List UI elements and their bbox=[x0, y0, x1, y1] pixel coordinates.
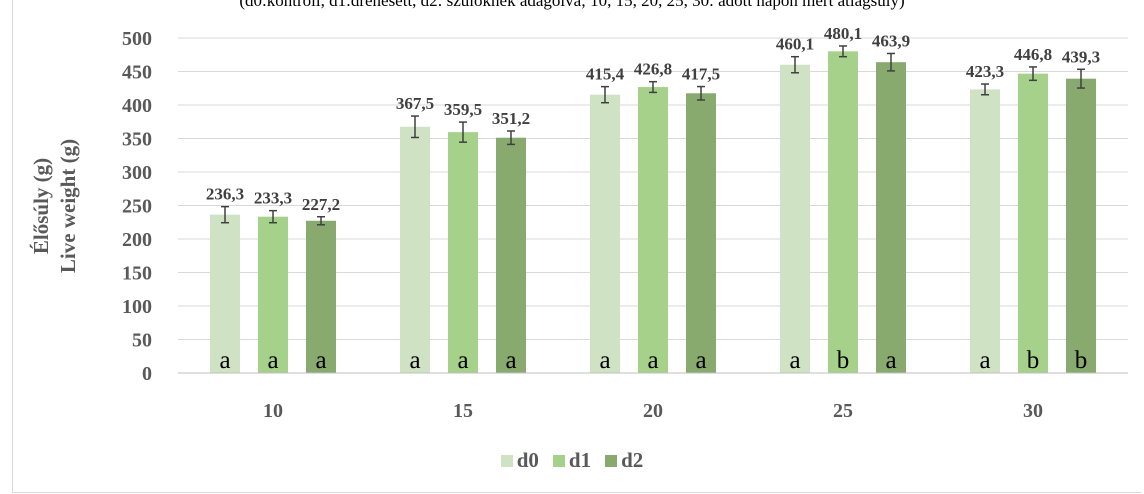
y-tick-label: 250 bbox=[122, 196, 152, 218]
x-tick-label: 30 bbox=[1023, 400, 1043, 422]
x-tick-label: 10 bbox=[263, 400, 283, 422]
y-tick-label: 100 bbox=[122, 296, 152, 318]
data-label: 460,1 bbox=[776, 35, 814, 54]
data-label: 463,9 bbox=[872, 31, 910, 50]
x-tick-label: 15 bbox=[453, 400, 473, 422]
bar-d1 bbox=[258, 216, 288, 373]
x-tick-label: 20 bbox=[643, 400, 663, 422]
group-letter: b bbox=[837, 347, 850, 374]
bar-d1 bbox=[1018, 73, 1048, 374]
group-letter: a bbox=[409, 347, 420, 374]
legend-label-d1: d1 bbox=[568, 448, 592, 472]
data-label: 446,8 bbox=[1014, 45, 1052, 64]
y-tick-label: 350 bbox=[122, 129, 152, 151]
legend: d0 d1 d2 bbox=[0, 448, 1144, 473]
group-letter: a bbox=[219, 347, 230, 374]
bar-d2 bbox=[686, 93, 716, 374]
y-tick-label: 200 bbox=[122, 229, 152, 251]
bar-d1 bbox=[828, 51, 858, 373]
group-letter: a bbox=[979, 347, 990, 374]
data-label: 359,5 bbox=[444, 100, 482, 119]
group-letter: a bbox=[457, 347, 468, 374]
group-letter: a bbox=[789, 347, 800, 374]
chart-caption: (d0:kontroll, d1:drenesett, d2: szülőkne… bbox=[239, 0, 905, 10]
group-letter: b bbox=[1027, 347, 1040, 374]
data-label: 439,3 bbox=[1062, 47, 1100, 66]
legend-item-d0: d0 bbox=[500, 448, 539, 473]
y-tick-label: 150 bbox=[122, 263, 152, 285]
data-label: 415,4 bbox=[586, 65, 625, 84]
data-label: 227,2 bbox=[302, 195, 340, 214]
group-letter: a bbox=[647, 347, 658, 374]
bar-d2 bbox=[876, 62, 906, 373]
y-tick-label: 450 bbox=[122, 62, 152, 84]
legend-label-d2: d2 bbox=[621, 448, 644, 472]
bar-d1 bbox=[638, 87, 668, 373]
bar-d2 bbox=[1066, 78, 1096, 373]
y-tick-label: 50 bbox=[132, 330, 152, 352]
bar-d0 bbox=[400, 126, 430, 374]
data-label: 423,3 bbox=[966, 62, 1004, 81]
group-letter: a bbox=[695, 347, 706, 374]
data-label: 367,5 bbox=[396, 94, 434, 113]
bar-d0 bbox=[780, 64, 810, 373]
legend-swatch-d1 bbox=[552, 454, 565, 467]
bar-d1 bbox=[448, 132, 478, 373]
y-axis-label: Live weight (g) bbox=[56, 139, 80, 273]
x-tick-label: 25 bbox=[833, 400, 853, 422]
group-letter: a bbox=[599, 347, 610, 374]
bar-d0 bbox=[970, 89, 1000, 373]
group-letter: a bbox=[267, 347, 278, 374]
chart-frame bbox=[12, 0, 1141, 493]
y-tick-label: 500 bbox=[122, 28, 152, 50]
legend-item-d2: d2 bbox=[605, 448, 643, 473]
bar-d0 bbox=[590, 94, 620, 373]
y-tick-label: 400 bbox=[122, 95, 152, 117]
data-label: 351,2 bbox=[492, 109, 530, 128]
data-label: 236,3 bbox=[206, 185, 244, 204]
data-label: 480,1 bbox=[824, 24, 862, 43]
data-label: 233,3 bbox=[254, 189, 292, 208]
group-letter: a bbox=[505, 347, 516, 374]
data-label: 417,5 bbox=[682, 65, 720, 84]
group-letter: b bbox=[1075, 347, 1088, 374]
legend-item-d1: d1 bbox=[552, 448, 592, 473]
legend-swatch-d2 bbox=[605, 454, 618, 467]
bar-d0 bbox=[210, 214, 240, 373]
bar-d2 bbox=[306, 220, 336, 373]
y-axis-label: Élősúly (g) bbox=[29, 158, 53, 254]
y-tick-label: 300 bbox=[122, 162, 152, 184]
y-tick-label: 0 bbox=[142, 363, 152, 385]
data-label: 426,8 bbox=[634, 60, 672, 79]
legend-swatch-d0 bbox=[500, 454, 513, 467]
group-letter: a bbox=[885, 347, 896, 374]
legend-label-d0: d0 bbox=[516, 448, 539, 472]
bar-d2 bbox=[496, 137, 526, 373]
group-letter: a bbox=[315, 347, 326, 374]
